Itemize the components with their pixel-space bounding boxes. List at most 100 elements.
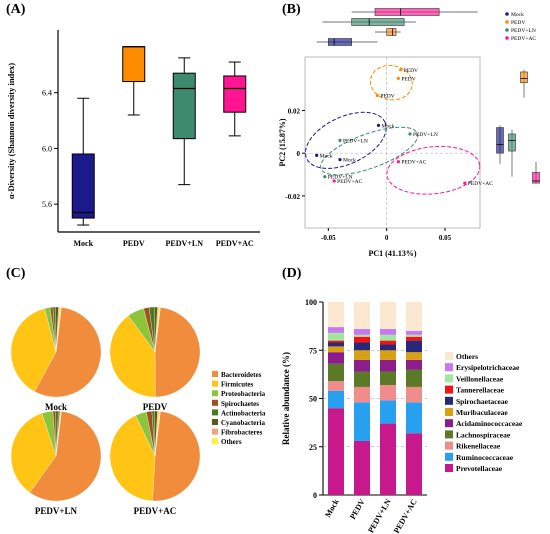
box-pedv-ac xyxy=(223,75,247,113)
pie-pedv xyxy=(109,306,201,398)
stacked-segment xyxy=(406,402,422,434)
panel-label-d: (D) xyxy=(282,266,302,281)
x-tick-label: -0.05 xyxy=(321,234,336,242)
legend-marker xyxy=(505,12,509,16)
legend-swatch xyxy=(445,352,453,360)
legend-label: Prevotellaceae xyxy=(456,464,503,473)
stacked-segment xyxy=(354,386,370,403)
legend-swatch xyxy=(212,438,218,445)
stacked-segment xyxy=(406,433,422,495)
stacked-segment xyxy=(328,363,344,382)
legend-swatch xyxy=(445,464,453,472)
scatter-point xyxy=(396,76,400,80)
x-tick-label: PEDV+AC xyxy=(216,239,254,248)
marginal-box-top xyxy=(386,28,397,36)
y-tick-label: 0 xyxy=(313,491,317,500)
stacked-segment xyxy=(380,334,396,341)
marginal-box-top xyxy=(374,8,440,16)
marginal-box-right xyxy=(532,172,540,184)
point-label: PEDV xyxy=(380,93,394,99)
stacked-segment xyxy=(328,352,344,364)
stacked-segment xyxy=(406,336,422,341)
legend-label: Acidaminococcaceae xyxy=(456,419,523,428)
scatter-point xyxy=(399,68,403,72)
legend-label: Bacteroidetes xyxy=(221,371,262,379)
stacked-segment xyxy=(380,371,396,385)
point-label: PEDV+LN xyxy=(343,138,368,144)
y-tick-label: -0.02 xyxy=(285,193,300,201)
confidence-ellipse xyxy=(369,64,413,101)
legend-label: Others xyxy=(221,438,242,446)
stacked-segment xyxy=(328,342,344,347)
legend-swatch xyxy=(212,399,218,406)
x-axis-label: PC1 (41.13%) xyxy=(369,249,417,258)
pie-slice xyxy=(152,411,201,502)
point-label: PEDV xyxy=(401,76,415,82)
x-tick-label: Mock xyxy=(323,497,341,519)
x-tick-label: 0.05 xyxy=(439,234,452,242)
plot-frame xyxy=(304,56,481,229)
legend-label: Mock xyxy=(511,12,524,18)
stacked-segment xyxy=(406,369,422,387)
y-axis-label: Relative abundance (%) xyxy=(281,352,291,445)
confidence-ellipse xyxy=(320,126,419,176)
scatter-point xyxy=(396,160,400,164)
stacked-segment xyxy=(354,440,370,495)
x-tick-label: 0 xyxy=(385,234,389,242)
y-axis-label: PC2 (15.87%) xyxy=(278,118,287,166)
legend-swatch xyxy=(445,430,453,439)
marginal-box-right xyxy=(496,127,504,154)
x-tick-label: Mock xyxy=(73,239,93,248)
legend-swatch xyxy=(212,380,218,387)
scatter-point xyxy=(315,153,319,157)
stacked-segment xyxy=(380,350,396,360)
x-tick-label: PEDV xyxy=(123,239,145,248)
legend-label: Lachnospiraceae xyxy=(456,430,511,439)
legend-label: Fibrobacteres xyxy=(221,429,263,437)
point-label: PEDV+LN xyxy=(413,132,438,138)
scatter-point xyxy=(376,123,381,127)
marginal-box-top xyxy=(328,38,352,46)
legend-label: PEDV xyxy=(511,20,525,26)
stacked-segment xyxy=(380,302,396,330)
point-label: Mock xyxy=(320,153,333,159)
legend-swatch xyxy=(212,419,218,425)
y-tick-label: 0 xyxy=(297,150,301,158)
stacked-segment xyxy=(406,334,422,337)
stacked-segment xyxy=(406,302,422,331)
stacked-segment xyxy=(406,340,422,353)
pie-slice xyxy=(55,307,62,353)
legend-marker xyxy=(505,36,509,40)
stacked-segment xyxy=(406,352,422,360)
alpha-diversity-boxplot: 5.6 6.0 6.4 α-Diversity (Shannon diversity … xyxy=(6,30,260,248)
confidence-ellipse xyxy=(386,145,481,195)
phylum-pie-charts: Mock PEDV PEDV+LN PEDV+AC Bacteroidetes Firmi… xyxy=(10,306,266,516)
stacked-segment xyxy=(406,386,422,403)
pie-slice xyxy=(109,415,156,502)
scatter-point xyxy=(338,158,342,162)
legend-swatch xyxy=(445,385,453,394)
point-label: Mock xyxy=(343,158,356,164)
stacked-segment xyxy=(354,359,370,372)
stacked-segment xyxy=(380,384,396,401)
x-tick-label: PEDV+LN xyxy=(166,239,204,248)
stacked-segment xyxy=(354,302,370,330)
legend-label: Actinobacteria xyxy=(221,409,266,417)
point-label: PEDV+AC xyxy=(468,181,493,187)
legend-label: Spirochaetaceae xyxy=(456,397,509,406)
legend-label: Spirochaetes xyxy=(221,400,259,408)
box-mock xyxy=(71,153,95,219)
stacked-segment xyxy=(406,330,422,335)
stacked-segment xyxy=(380,329,396,335)
marginal-box-right xyxy=(520,71,528,83)
point-label: PEDV+AC xyxy=(401,160,426,166)
pie-slice xyxy=(154,307,201,398)
confidence-ellipse xyxy=(304,111,387,169)
stacked-segment xyxy=(328,381,344,391)
pie-title: Mock xyxy=(45,402,67,412)
scatter-point xyxy=(332,179,336,183)
family-stacked-bar-chart: 0 25 50 75 100 Relative abundance (%) Mock PEDV… xyxy=(281,298,523,534)
pca-scatter-plot: -0.05 0 0.05 -0.02 0 0.02 PC1 (41.13%) PC2 (15.… xyxy=(278,8,540,258)
panel-label-b: (B) xyxy=(282,2,301,17)
legend-label: Proteobacteria xyxy=(221,390,266,398)
